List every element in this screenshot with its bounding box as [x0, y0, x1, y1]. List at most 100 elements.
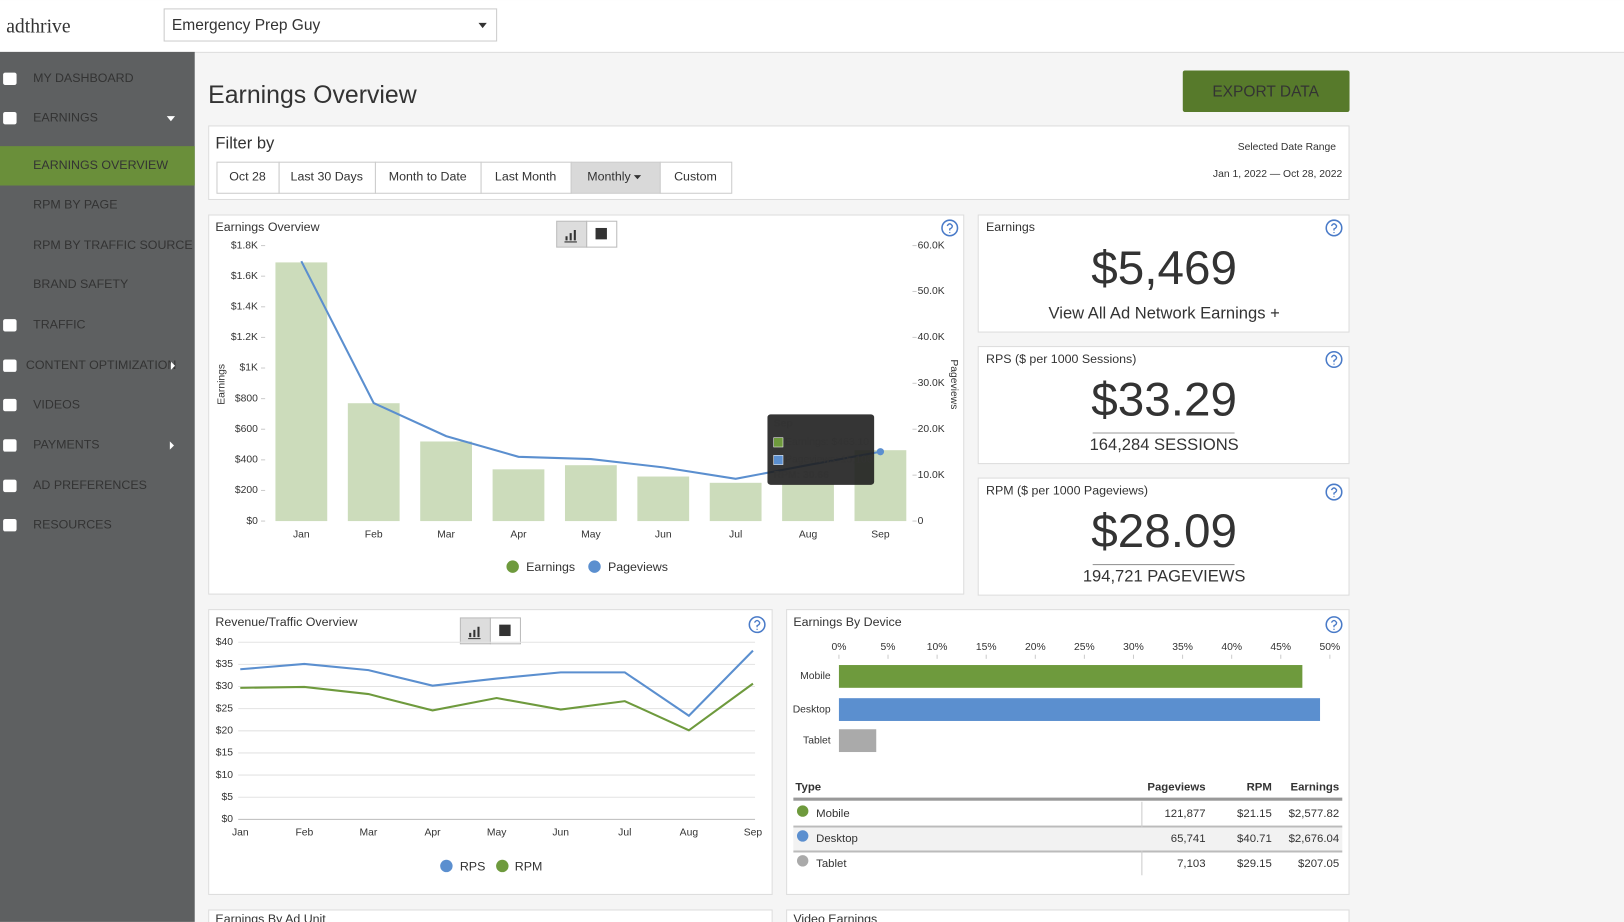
nav-icon: [3, 319, 17, 332]
nav-icon: [3, 519, 17, 532]
card-value: $28.09: [1091, 505, 1237, 558]
category-label: Desktop: [793, 704, 831, 715]
nav-item[interactable]: BRAND SAFETY: [33, 277, 128, 291]
help-icon[interactable]: [748, 616, 766, 634]
table-header: Pageviews: [1147, 781, 1205, 793]
x-tick-label: Apr: [424, 828, 441, 839]
panel: [208, 909, 773, 922]
help-icon[interactable]: [1325, 350, 1343, 369]
table-header: Type: [795, 781, 821, 793]
nav-item[interactable]: VIDEOS: [33, 397, 80, 411]
logo[interactable]: adthrive: [6, 16, 71, 38]
chart-title: Revenue/Traffic Overview: [215, 615, 357, 629]
x-tick-label: 15%: [976, 642, 997, 653]
nav-item[interactable]: TRAFFIC: [33, 318, 85, 332]
help-glyph: [1330, 619, 1338, 630]
nav-item[interactable]: EARNINGS OVERVIEW: [33, 158, 168, 172]
table-header: RPM: [1247, 781, 1272, 793]
table-cell: Mobile: [816, 808, 850, 820]
caret: [166, 116, 176, 122]
y2-tick-label: 10.0K: [918, 470, 945, 481]
table-cell: $2,676.04: [1289, 833, 1340, 845]
y-tick-label: $15: [216, 748, 234, 759]
y-tick-label: $200: [235, 485, 258, 496]
nav-item[interactable]: MY DASHBOARD: [33, 71, 133, 85]
nav-item[interactable]: AD PREFERENCES: [33, 478, 147, 492]
legend-dot: [506, 560, 519, 573]
y2-tick-label: 40.0K: [918, 332, 945, 343]
nav-item[interactable]: RPM BY TRAFFIC SOURCE: [33, 238, 192, 252]
filter-button[interactable]: [480, 161, 572, 194]
grid-icon: [595, 227, 607, 240]
filter-label: Custom: [674, 169, 717, 183]
y2-tick-label: 50.0K: [918, 286, 945, 297]
export-button[interactable]: [1182, 70, 1350, 112]
help-icon[interactable]: [1325, 616, 1343, 634]
nav-item[interactable]: RPM BY PAGE: [33, 197, 117, 211]
tooltip-swatch: [773, 455, 784, 465]
x-tick-label: 50%: [1320, 642, 1341, 653]
x-tick-label: Sep: [744, 828, 763, 839]
bar: [564, 465, 617, 522]
y-tick-label: $0: [246, 516, 258, 527]
card-title: RPS ($ per 1000 Sessions): [986, 352, 1136, 366]
line: [240, 682, 754, 732]
y2-tick-label: 60.0K: [918, 240, 945, 251]
help-icon[interactable]: [1325, 483, 1343, 501]
tooltip-line: Earnings: $463.10: [785, 437, 869, 448]
caret: [478, 22, 487, 29]
legend-label: Earnings: [526, 560, 575, 574]
table-rule: [793, 797, 1343, 801]
table-cell: $21.15: [1237, 808, 1272, 820]
bar: [709, 482, 762, 522]
card-value: $33.29: [1091, 374, 1237, 427]
bar: [838, 698, 1321, 721]
bar: [492, 469, 545, 522]
filter-label: Monthly: [587, 169, 631, 183]
help-glyph: [946, 223, 954, 234]
x-tick-label: Feb: [295, 828, 313, 839]
y-axis-label: Earnings: [216, 364, 227, 405]
nav-item[interactable]: EARNINGS: [33, 110, 98, 124]
x-tick-label: Sep: [871, 529, 890, 540]
legend-dot: [496, 859, 509, 873]
panel-title: Video Earnings: [793, 912, 877, 922]
card-title: Earnings: [986, 220, 1035, 234]
nav-icon: [3, 398, 17, 412]
x-tick-label: Aug: [680, 828, 699, 839]
nav-item[interactable]: RESOURCES: [33, 517, 112, 531]
filter-button[interactable]: [570, 161, 661, 194]
x-tick-label: Mar: [360, 828, 378, 839]
filter-button[interactable]: [659, 161, 733, 194]
card-sub: 164,284 SESSIONS: [1090, 435, 1239, 454]
x-tick-label: Jun: [655, 529, 672, 540]
nav-icon: [3, 359, 17, 372]
help-icon[interactable]: [941, 219, 959, 237]
card-sub: 194,721 PAGEVIEWS: [1083, 566, 1246, 585]
filter-label: Last Month: [495, 169, 556, 183]
x-tick-label: 30%: [1123, 642, 1144, 653]
help-glyph: [1330, 223, 1338, 234]
filter-button[interactable]: [278, 161, 376, 194]
y-tick-label: $1.2K: [231, 332, 258, 343]
row-dot: [796, 855, 809, 867]
x-tick-label: Jul: [729, 529, 742, 540]
site-select[interactable]: [163, 8, 498, 42]
help-icon[interactable]: [1325, 219, 1343, 237]
nav-item[interactable]: CONTENT OPTIMIZATION: [26, 358, 176, 372]
category-label: Mobile: [800, 671, 831, 682]
y-tick-label: $400: [235, 455, 258, 466]
y-tick-label: $5: [222, 792, 234, 803]
active-item: [0, 146, 195, 186]
legend-label: RPM: [515, 859, 543, 873]
table-cell: $207.05: [1298, 858, 1339, 870]
card-sub[interactable]: View All Ad Network Earnings +: [1049, 303, 1280, 322]
category-label: Tablet: [803, 735, 831, 746]
range-label: Selected Date Range: [1238, 142, 1337, 153]
card-title: RPM ($ per 1000 Pageviews): [986, 483, 1148, 497]
grid-icon: [499, 624, 511, 637]
nav-item[interactable]: PAYMENTS: [33, 438, 99, 452]
filter-button[interactable]: [374, 161, 482, 194]
x-tick-label: 0%: [831, 642, 846, 653]
table-cell: 121,877: [1164, 808, 1205, 820]
